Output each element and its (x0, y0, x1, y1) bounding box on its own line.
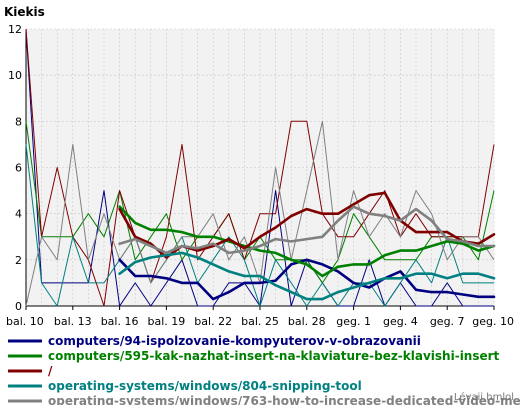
y-tick-label: 6 (15, 162, 22, 175)
x-tick-label: geg. 7 (430, 315, 465, 328)
x-axis: bal. 10 bal. 13 bal. 16 bal. 19 bal. 22 bal. … (6, 305, 514, 328)
series-trend-4 (118, 251, 496, 301)
x-tick-label: geg. 10 (472, 315, 514, 328)
series-trend-2 (118, 205, 496, 278)
y-tick-label: 12 (8, 23, 22, 36)
y-tick-label: 8 (15, 115, 22, 128)
series-lines (25, 28, 496, 307)
legend-label: computers/94-ispolzovanie-kompyuterov-v-… (48, 334, 421, 348)
x-tick-label: bal. 19 (148, 315, 186, 328)
legend-label: / (48, 364, 53, 378)
y-tick-label: 10 (8, 69, 22, 82)
x-tick-label: geg. 1 (336, 315, 371, 328)
x-tick-label: bal. 25 (241, 315, 279, 328)
x-tick-label: bal. 28 (288, 315, 326, 328)
legend-label: computers/595-kak-nazhat-insert-na-klavi… (48, 349, 500, 363)
y-tick-label: 0 (15, 300, 22, 313)
y-tick-label: 4 (15, 208, 22, 221)
chart-title: Kiekis (4, 5, 45, 19)
legend-label: operating-systems/windows/804-snipping-t… (48, 379, 362, 393)
series-line-4 (25, 144, 494, 307)
x-tick-label: bal. 10 (6, 315, 44, 328)
y-axis: 0 2 4 6 8 10 12 (8, 23, 27, 313)
series-trend-1 (118, 258, 496, 301)
x-tick-label: geg. 4 (383, 315, 418, 328)
legend: computers/94-ispolzovanie-kompyuterov-v-… (8, 334, 520, 405)
x-tick-label: bal. 13 (54, 315, 92, 328)
legend-label: operating-systems/windows/763-how-to-inc… (48, 394, 520, 405)
y-tick-label: 2 (15, 254, 22, 267)
x-tick-label: bal. 16 (101, 315, 139, 328)
series-trend-5 (118, 205, 496, 255)
series-line-3 (25, 28, 495, 307)
x-tick-label: bal. 22 (194, 315, 232, 328)
watermark: Lévaii hmlol (454, 391, 514, 403)
plot-area (25, 28, 495, 307)
